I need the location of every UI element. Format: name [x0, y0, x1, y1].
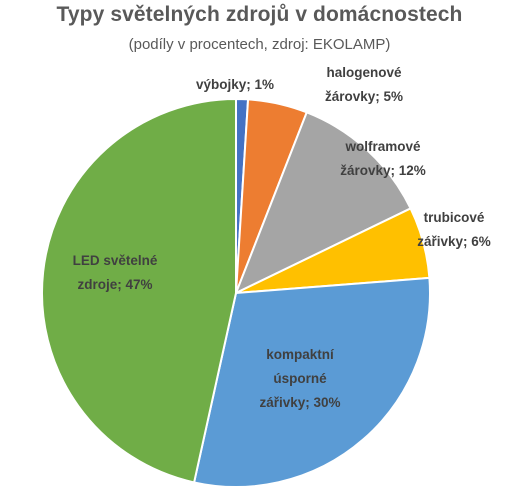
slice-label-trubicove-zarivky: trubicové zářivky; 6%	[417, 210, 491, 249]
slice-label-line: výbojky; 1%	[196, 77, 274, 92]
pie-slice-wolframove-zarovky	[235, 111, 412, 294]
pie-slices	[41, 98, 431, 488]
slice-label-halogenove-zarovky: halogenové žárovky; 5%	[325, 65, 403, 104]
slice-label-line: zdroje; 47%	[77, 277, 152, 292]
slice-label-vybojky: výbojky; 1%	[196, 77, 274, 92]
slice-label-line: úsporné	[273, 371, 327, 386]
slice-label-line: kompaktní	[266, 347, 335, 362]
slice-label-line: žárovky; 12%	[340, 163, 426, 178]
pie-slice-led-svetelne-zdroje	[41, 98, 237, 484]
slice-label-kompaktni-usporne-zarivky: kompaktní úsporné zářivky; 30%	[259, 347, 340, 410]
slice-label-line: LED světelné	[73, 253, 158, 268]
slice-label-led-svetelne-zdroje: LED světelné zdroje; 47%	[73, 253, 158, 292]
chart-title: Typy světelných zdrojů v domácnostech	[56, 3, 463, 26]
slice-label-line: zářivky; 6%	[417, 234, 491, 249]
slice-label-wolframove-zarovky: wolframové žárovky; 12%	[340, 139, 426, 178]
slice-label-line: trubicové	[424, 210, 485, 225]
pie-labels: výbojky; 1% halogenové žárovky; 5% wolframo…	[73, 65, 491, 410]
slice-label-line: žárovky; 5%	[325, 89, 403, 104]
pie-slice-kompaktni-usporne-zarivky	[193, 276, 431, 488]
chart-subtitle: (podíly v procentech, zdroj: EKOLAMP)	[128, 36, 391, 53]
slice-label-line: zářivky; 30%	[259, 395, 340, 410]
slice-label-line: wolframové	[344, 139, 421, 154]
slice-label-line: halogenové	[326, 65, 402, 80]
